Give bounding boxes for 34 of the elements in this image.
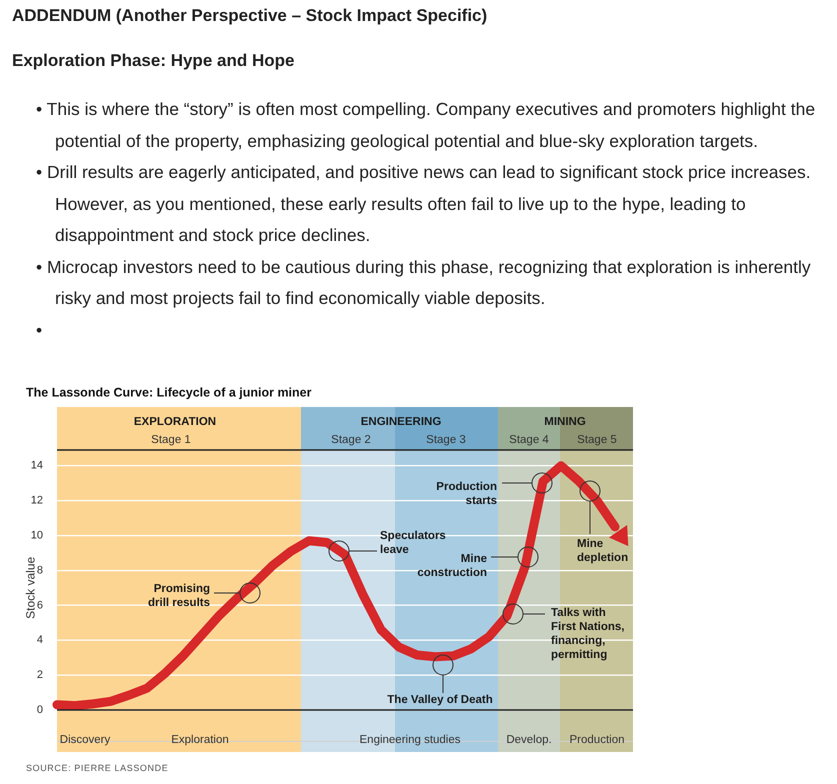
annotation: Exploration <box>171 734 229 746</box>
chart-title: The Lassonde Curve: Lifecycle of a junior miner <box>26 385 312 400</box>
text: Exploration Phase: Hype and Hope <box>12 51 294 71</box>
annotation: Develop. <box>506 734 552 746</box>
text: • This is where the “story” is often most compelling. Company executives and promoters highlight the potential of the property, emphasizing geological potential and blue-sky exploration targets. <box>36 98 816 153</box>
text: Stage 3 <box>426 434 466 446</box>
text: • Microcap investors need to be cautious during this phase, recognizing that exploration is inherently risky and most projects fail to find economically viable deposits. <box>36 256 812 310</box>
annotation: The Valley of Death <box>387 694 493 706</box>
y-tick-label: 14 <box>30 460 43 472</box>
annotation: Production <box>570 734 624 746</box>
y-tick-label: 8 <box>36 564 43 576</box>
y-axis-title: Stock value <box>23 556 38 619</box>
text: MINING <box>544 416 586 428</box>
text: • <box>36 318 44 342</box>
text: Stage 1 <box>151 434 191 446</box>
y-tick-label: 12 <box>30 494 43 507</box>
y-tick-label: 2 <box>36 669 43 682</box>
y-tick-label: 4 <box>36 634 43 646</box>
y-tick-label: 10 <box>30 530 43 542</box>
text: EXPLORATION <box>134 416 216 428</box>
annotation: Discovery <box>60 734 110 746</box>
annotation: Promising drill results <box>148 583 210 610</box>
y-tick-label: 0 <box>36 704 43 716</box>
annotation: Engineering studies <box>359 734 461 746</box>
source-note: SOURCE: PIERRE LASSONDE <box>26 763 168 773</box>
annotation: Production starts <box>436 481 497 508</box>
annotation: Mine depletion <box>577 538 628 564</box>
text: • Drill results are eagerly anticipated, and positive news can lead to significant stock price increases. However, as you mentioned, these early results often fail to live up to the hype, leading to disappointment and stock price declines. <box>36 161 812 247</box>
text: ENGINEERING <box>360 416 442 428</box>
y-tick-label: 6 <box>36 599 43 612</box>
text: Stage 4 <box>509 434 550 446</box>
text: ADDENDUM (Another Perspective – Stock Impact Specific) <box>12 6 488 26</box>
text: Stage 2 <box>331 434 371 446</box>
text: Stage 5 <box>577 434 617 446</box>
